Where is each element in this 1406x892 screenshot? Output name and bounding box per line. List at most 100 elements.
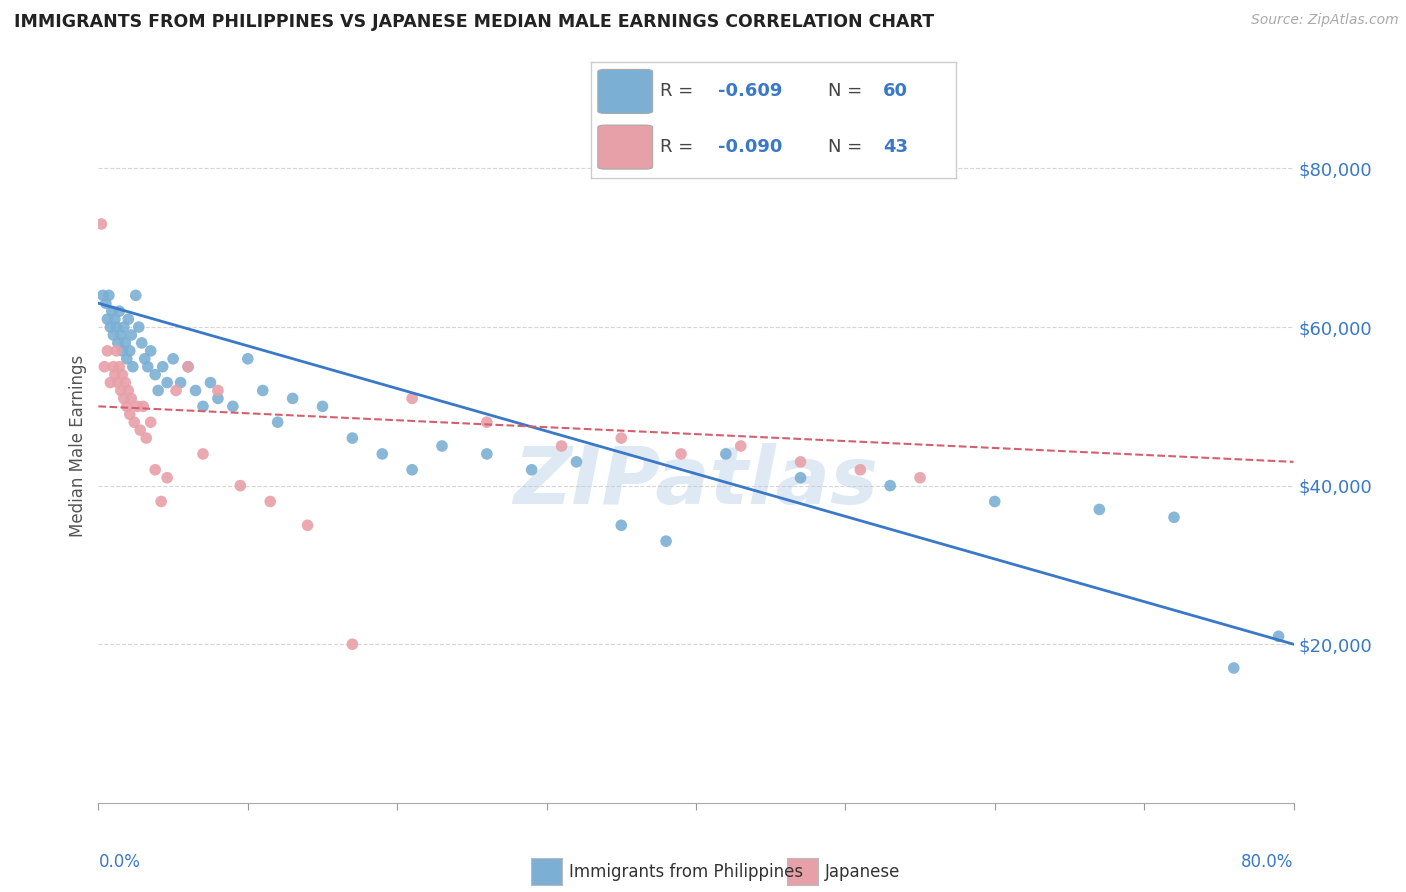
- Point: [789, 471, 811, 485]
- Point: [98, 376, 122, 390]
- Point: [655, 534, 678, 549]
- Text: R =: R =: [659, 82, 699, 101]
- Point: [152, 359, 174, 374]
- Point: [139, 343, 162, 358]
- Point: [91, 288, 114, 302]
- Point: [475, 447, 498, 461]
- Point: [191, 400, 214, 414]
- Point: [120, 328, 142, 343]
- Point: [222, 400, 245, 414]
- Text: IMMIGRANTS FROM PHILIPPINES VS JAPANESE MEDIAN MALE EARNINGS CORRELATION CHART: IMMIGRANTS FROM PHILIPPINES VS JAPANESE …: [14, 13, 934, 31]
- Point: [103, 328, 125, 343]
- Text: R =: R =: [659, 138, 699, 156]
- Point: [111, 343, 134, 358]
- Point: [714, 447, 737, 461]
- Y-axis label: Median Male Earnings: Median Male Earnings: [69, 355, 87, 537]
- Point: [90, 217, 112, 231]
- Point: [1267, 629, 1289, 643]
- Point: [281, 392, 304, 406]
- Point: [156, 376, 179, 390]
- Point: [207, 392, 229, 406]
- Point: [111, 368, 134, 382]
- Point: [1223, 661, 1246, 675]
- Point: [132, 400, 155, 414]
- Point: [908, 471, 931, 485]
- Point: [565, 455, 588, 469]
- Point: [191, 447, 214, 461]
- Point: [101, 304, 124, 318]
- FancyBboxPatch shape: [598, 125, 652, 169]
- Point: [252, 384, 274, 398]
- Point: [105, 343, 128, 358]
- Point: [177, 359, 200, 374]
- Point: [610, 431, 633, 445]
- Point: [98, 320, 122, 334]
- Text: ZIPatlas: ZIPatlas: [513, 442, 879, 521]
- Point: [104, 368, 127, 382]
- Point: [114, 376, 136, 390]
- Point: [118, 407, 141, 421]
- Point: [115, 400, 138, 414]
- Point: [259, 494, 281, 508]
- Point: [110, 384, 132, 398]
- Point: [200, 376, 222, 390]
- Point: [124, 415, 146, 429]
- Point: [107, 335, 129, 350]
- Point: [104, 312, 127, 326]
- Point: [94, 296, 117, 310]
- Point: [129, 423, 152, 437]
- Text: -0.090: -0.090: [718, 138, 783, 156]
- Point: [162, 351, 184, 366]
- Point: [401, 392, 423, 406]
- Point: [93, 359, 115, 374]
- Point: [1088, 502, 1111, 516]
- Point: [401, 463, 423, 477]
- Point: [143, 368, 166, 382]
- Point: [184, 384, 207, 398]
- Point: [96, 312, 118, 326]
- Point: [342, 637, 364, 651]
- Point: [165, 384, 187, 398]
- Point: [103, 359, 125, 374]
- Point: [136, 359, 159, 374]
- Point: [550, 439, 572, 453]
- Point: [207, 384, 229, 398]
- Point: [135, 431, 157, 445]
- Text: 60: 60: [883, 82, 908, 101]
- Point: [131, 335, 153, 350]
- Point: [849, 463, 872, 477]
- Point: [108, 359, 131, 374]
- Point: [128, 320, 150, 334]
- Text: 80.0%: 80.0%: [1241, 853, 1294, 871]
- Point: [115, 351, 138, 366]
- Point: [789, 455, 811, 469]
- Text: -0.609: -0.609: [718, 82, 783, 101]
- Point: [342, 431, 364, 445]
- Point: [125, 288, 148, 302]
- Text: Japanese: Japanese: [825, 863, 901, 881]
- Point: [105, 320, 128, 334]
- Point: [669, 447, 692, 461]
- Point: [430, 439, 453, 453]
- Point: [108, 304, 131, 318]
- Point: [121, 359, 143, 374]
- Point: [110, 328, 132, 343]
- Point: [371, 447, 394, 461]
- Point: [983, 494, 1005, 508]
- Point: [118, 343, 141, 358]
- Point: [127, 400, 149, 414]
- Point: [139, 415, 162, 429]
- Point: [267, 415, 290, 429]
- Point: [177, 359, 200, 374]
- Point: [114, 335, 136, 350]
- Point: [1163, 510, 1185, 524]
- Point: [311, 400, 333, 414]
- FancyBboxPatch shape: [598, 70, 652, 113]
- Point: [156, 471, 179, 485]
- Point: [117, 384, 139, 398]
- Text: Immigrants from Philippines: Immigrants from Philippines: [569, 863, 804, 881]
- Point: [107, 376, 129, 390]
- Point: [143, 463, 166, 477]
- Point: [169, 376, 191, 390]
- Text: 43: 43: [883, 138, 908, 156]
